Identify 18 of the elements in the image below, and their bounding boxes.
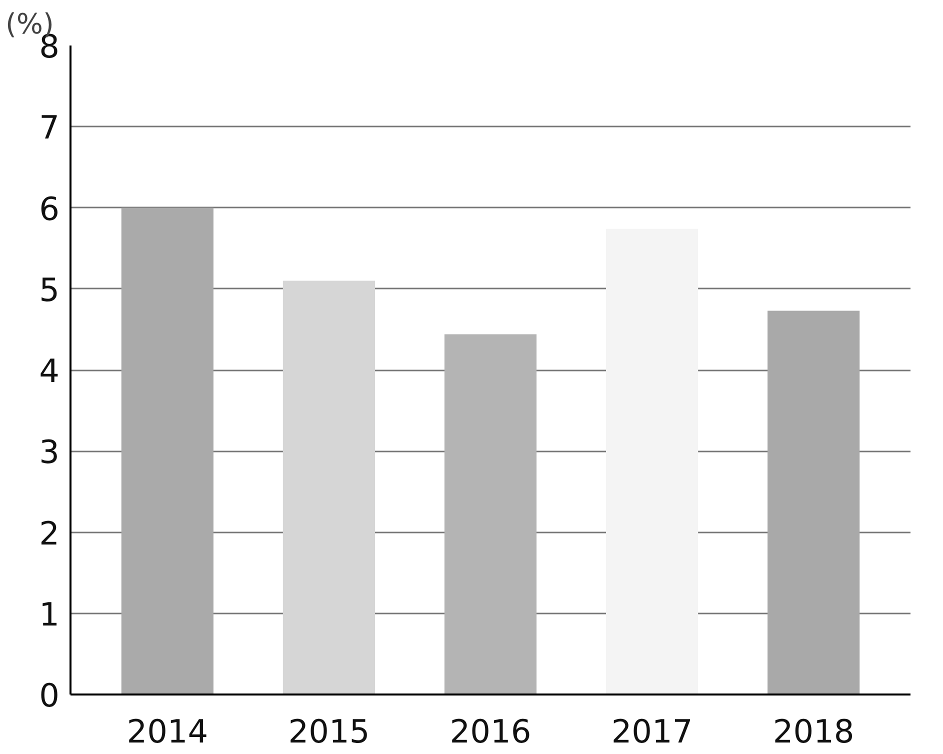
y-tick-label: 3 [39,433,60,472]
y-tick-label: 1 [39,595,60,634]
bar [768,310,860,694]
x-tick-label: 2014 [126,712,208,750]
y-tick-label: 2 [39,514,60,552]
y-tick-label: 7 [39,108,60,147]
bar [444,334,537,694]
x-tick-label: 2017 [611,712,693,750]
y-tick-label: 4 [39,352,60,390]
bar [606,228,698,694]
x-tick-label: 2015 [288,712,370,750]
y-tick-label: 6 [39,190,60,228]
y-tick-label: 0 [39,676,60,714]
bar [282,280,375,694]
x-tick-label: 2016 [450,712,532,750]
bar [121,208,214,694]
y-tick-label: 5 [39,270,60,309]
x-tick-label: 2018 [772,712,854,750]
